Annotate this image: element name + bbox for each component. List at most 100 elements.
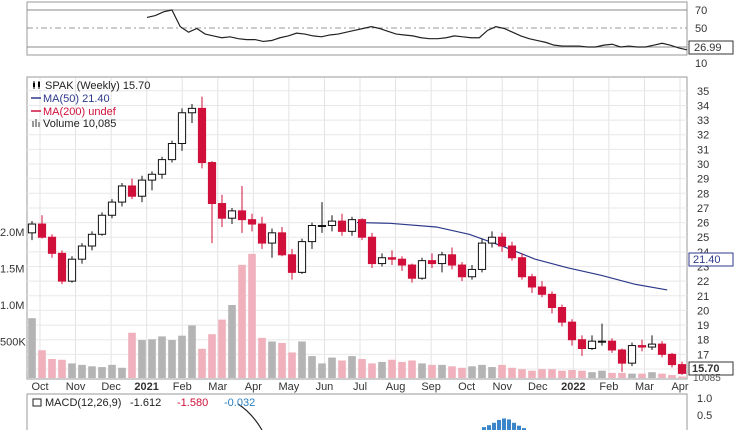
candle-body (497, 236, 507, 247)
candle-body (627, 345, 637, 364)
legend-volume: Volume 10,085 (43, 118, 116, 130)
volume-bar (428, 364, 436, 378)
volume-bar (28, 318, 36, 378)
legend-volume-icon-bar-3 (38, 122, 40, 127)
candle-body (617, 349, 627, 364)
volume-bar (248, 253, 256, 378)
candle-body (157, 159, 167, 175)
macd-hist-bar (502, 418, 506, 430)
volume-bar (458, 367, 466, 378)
volume-bar (188, 325, 196, 378)
x-axis-label: May (278, 381, 299, 393)
volume-bar (448, 366, 456, 378)
candle-body (67, 258, 77, 282)
candle-body (667, 353, 677, 366)
macd-tick-2: 0.5 (697, 410, 712, 422)
volume-bar (128, 332, 136, 378)
x-axis-label: Jul (353, 381, 367, 393)
last-price-box (688, 361, 734, 376)
x-axis-label: Nov (492, 381, 512, 393)
x-axis-label: Oct (31, 381, 48, 393)
macd-hist-bar (522, 428, 526, 430)
candle-body (287, 254, 297, 273)
volume-bar (548, 369, 556, 378)
volume-bar (498, 364, 506, 378)
candle-body (547, 293, 557, 309)
legend-candle-icon (31, 80, 43, 90)
volume-bar (638, 373, 646, 378)
volume-bar (178, 335, 186, 378)
volume-bar (318, 363, 326, 378)
legend: SPAK (Weekly) 15.70 MA(50) 21.40 MA(200)… (31, 80, 150, 130)
legend-candle-icon-body-a (33, 83, 35, 87)
price-tick-label: 35 (697, 86, 709, 98)
macd-hist-bar (492, 422, 496, 430)
candle-body (267, 232, 277, 244)
candle-body (647, 343, 657, 348)
candle-body (507, 245, 517, 259)
x-axis-label: Mar (208, 381, 227, 393)
candle-body (407, 264, 417, 279)
volume-bar (148, 339, 156, 378)
volume-bar (618, 372, 626, 378)
candle-body (197, 107, 207, 164)
macd-icon (32, 398, 42, 407)
candle-body (437, 254, 447, 265)
macd-signal: -1.580 (177, 397, 208, 409)
candle-body (567, 321, 577, 341)
price-tick-label: 18 (697, 335, 709, 347)
price-tick-label: 34 (697, 100, 709, 112)
volume-bar (48, 359, 56, 378)
candle-body (657, 343, 667, 355)
candle-body (227, 210, 237, 219)
macd-label: MACD(12,26,9) (45, 397, 121, 409)
price-tick-label: 22 (697, 276, 709, 288)
x-axis-label: Feb (599, 381, 618, 393)
candle-body (297, 241, 307, 273)
x-axis-label: Mar (635, 381, 654, 393)
volume-bar (158, 336, 166, 378)
volume-bar (288, 352, 296, 378)
x-axis-label: Apr (245, 381, 262, 393)
volume-bar (408, 360, 416, 378)
volume-bar (198, 348, 206, 378)
volume-bar (528, 370, 536, 378)
x-axis-label: Jun (316, 381, 334, 393)
candle-body (37, 223, 47, 238)
volume-bars (28, 253, 686, 378)
volume-bar (438, 364, 446, 378)
volume-bar (358, 359, 366, 378)
volume-bar (658, 373, 666, 378)
candle-body (47, 236, 57, 254)
candle-body (477, 242, 487, 270)
price-tick-label: 28 (697, 188, 709, 200)
price-tick-label: 33 (697, 115, 709, 127)
price-tick-label: 17 (697, 349, 709, 361)
volume-bar (608, 372, 616, 378)
volume-bar (98, 367, 106, 378)
macd-panel: MACD(12,26,9) -1.612 -1.580 -0.032 1.0 0… (26, 393, 712, 430)
volume-bar (118, 367, 126, 378)
candle-body (357, 219, 367, 238)
legend-ma200: MA(200) undef (43, 106, 117, 118)
price-tick-label: 27 (697, 203, 709, 215)
volume-bar (238, 264, 246, 378)
candle-body (367, 236, 377, 265)
candle-body (167, 143, 177, 161)
candle-body (187, 107, 197, 114)
volume-bar (368, 363, 376, 378)
candle-body (387, 257, 397, 260)
macd-hist-bar (512, 422, 516, 430)
price-tick-label: 31 (697, 144, 709, 156)
volume-bar (378, 361, 386, 378)
candle-body (147, 173, 157, 181)
volume-bar (328, 357, 336, 378)
volume-bar (588, 372, 596, 378)
volume-bar (138, 340, 146, 378)
candle-body (607, 340, 617, 351)
volume-tick-label: 2.0M (0, 227, 24, 239)
rsi-series-line (146, 9, 688, 51)
candle-body (57, 252, 67, 282)
candle-body (587, 340, 597, 350)
